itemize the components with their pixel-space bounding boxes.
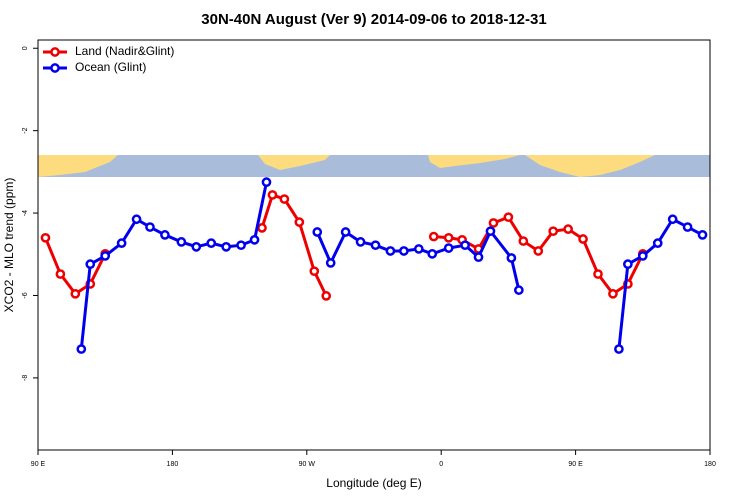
point [85, 259, 96, 270]
point [443, 243, 454, 253]
point [267, 190, 278, 200]
point [249, 234, 260, 245]
chart-title: 30N-40N August (Ver 9) 2014-09-06 to 201… [201, 11, 546, 28]
point [563, 224, 573, 234]
point [428, 231, 439, 242]
point [427, 249, 438, 259]
point [399, 246, 409, 256]
point [279, 194, 290, 204]
y-tick-label: -4 [22, 210, 29, 216]
x-tick-label: 180 [704, 461, 716, 468]
point [309, 266, 320, 277]
point [614, 344, 624, 354]
point [145, 222, 155, 232]
map-strip [38, 155, 710, 177]
x-tick-label: 90 W [299, 461, 316, 468]
point [236, 240, 246, 251]
point [533, 246, 544, 256]
point [355, 237, 366, 247]
legend-marker [50, 63, 60, 73]
point [191, 242, 202, 252]
point [321, 291, 332, 301]
point [55, 269, 66, 279]
point [176, 237, 187, 247]
point [131, 214, 142, 225]
point [206, 238, 217, 248]
point [116, 238, 127, 248]
point [548, 226, 559, 237]
point [578, 234, 588, 244]
point [413, 244, 424, 254]
point [488, 218, 499, 228]
point [485, 226, 496, 237]
x-tick-label: 0 [439, 461, 443, 468]
point [682, 222, 693, 232]
point [294, 217, 305, 227]
legend-marker [50, 47, 60, 57]
point [312, 227, 323, 237]
y-tick-label: -2 [22, 127, 29, 133]
point [370, 240, 381, 251]
point [608, 288, 618, 299]
y-tick-label: -6 [22, 292, 29, 298]
point [70, 288, 81, 299]
y-axis-label: XCO2 - MLO trend (ppm) [2, 178, 16, 313]
point [160, 230, 170, 240]
point [518, 236, 529, 246]
point [100, 251, 111, 261]
point [503, 212, 514, 223]
point [40, 232, 51, 243]
point [514, 285, 524, 295]
point [460, 240, 470, 251]
y-tick-label: -8 [22, 375, 29, 381]
legend-label: Land (Nadir&Glint) [75, 44, 174, 58]
point [385, 246, 396, 256]
x-tick-label: 90 E [31, 461, 46, 468]
point [697, 230, 708, 240]
point [340, 227, 351, 237]
point [221, 242, 232, 252]
point [261, 177, 272, 188]
point [623, 259, 633, 270]
x-tick-label: 180 [167, 461, 179, 468]
point [257, 223, 267, 233]
x-tick-label: 90 E [568, 461, 583, 468]
point [76, 344, 87, 354]
point [325, 258, 336, 268]
point [652, 238, 663, 248]
point [667, 214, 678, 225]
point [593, 269, 603, 279]
x-axis-label: Longitude (deg E) [326, 476, 421, 490]
plot-frame [37, 39, 711, 451]
y-tick-label: 0 [22, 46, 29, 50]
legend-label: Ocean (Glint) [75, 60, 146, 74]
point [473, 252, 484, 263]
point [637, 251, 648, 261]
point [443, 232, 454, 243]
point [506, 253, 517, 263]
